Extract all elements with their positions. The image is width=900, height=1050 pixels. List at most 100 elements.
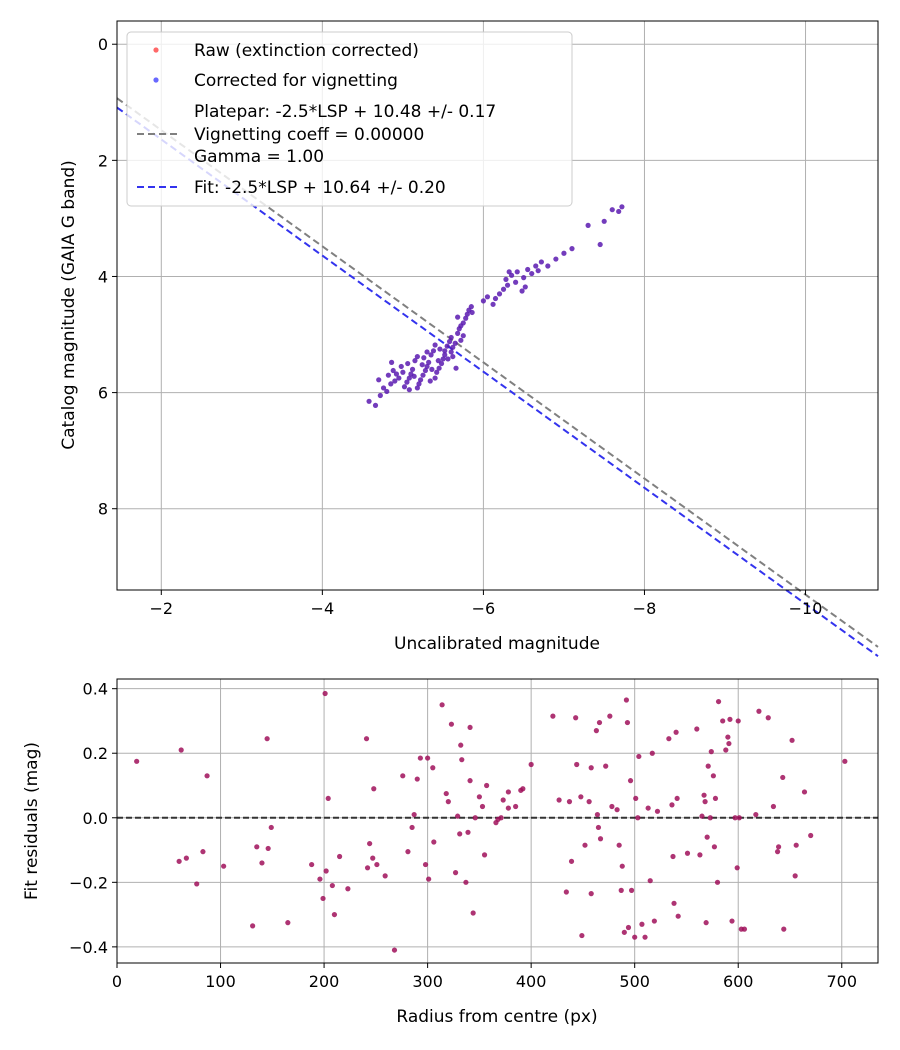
- data-point: [701, 792, 707, 798]
- data-point: [697, 852, 703, 858]
- bottom-x-axis: 0 100 200 300 400 500 600 700: [112, 963, 857, 991]
- data-point: [573, 715, 579, 721]
- data-point: [194, 881, 200, 887]
- data-point: [250, 923, 256, 929]
- x-tick-label: 200: [309, 972, 340, 991]
- legend-label-corrected: Corrected for vignetting: [194, 71, 398, 91]
- data-point: [417, 377, 424, 383]
- data-point: [405, 849, 411, 855]
- top-chart: −2 −4 −6 −8 −10 0 2 4 6 8 Uncalibrated magnitude…: [59, 20, 879, 658]
- data-point: [556, 797, 562, 803]
- data-point: [735, 718, 741, 724]
- bottom-y-axis: 0.4 0.2 0.0 −0.2 −0.4: [69, 680, 117, 957]
- data-point: [398, 363, 404, 370]
- data-point: [694, 726, 700, 732]
- data-point: [419, 362, 425, 368]
- data-point: [479, 803, 486, 810]
- data-point: [424, 349, 430, 355]
- data-point: [435, 358, 441, 364]
- data-point: [595, 824, 602, 831]
- data-point: [396, 375, 402, 381]
- data-point: [427, 378, 433, 384]
- data-point: [593, 728, 599, 734]
- data-point: [337, 853, 343, 860]
- bottom-y-axis-label: Fit residuals (mag): [22, 742, 42, 900]
- data-point: [393, 371, 400, 377]
- data-point: [364, 865, 371, 871]
- data-point: [774, 849, 781, 855]
- data-point: [522, 284, 528, 290]
- y-tick-label: −0.2: [69, 873, 108, 892]
- data-point: [448, 721, 455, 727]
- top-x-axis: −2 −4 −6 −8 −10: [149, 590, 822, 618]
- data-point: [459, 757, 465, 763]
- legend: Raw (extinction corrected) Corrected for…: [126, 31, 573, 207]
- data-point: [741, 926, 748, 932]
- data-point: [285, 920, 291, 926]
- data-point: [619, 863, 625, 869]
- data-point: [183, 855, 189, 861]
- data-point: [616, 842, 622, 848]
- data-point: [366, 398, 372, 404]
- x-tick-label: 700: [826, 972, 857, 991]
- data-point: [420, 372, 426, 378]
- data-point: [801, 789, 808, 795]
- data-point: [425, 755, 431, 761]
- data-point: [424, 363, 430, 370]
- data-point: [468, 304, 474, 310]
- data-point: [734, 865, 740, 871]
- data-point: [374, 861, 380, 868]
- data-point: [574, 761, 580, 768]
- x-tick-label: 0: [112, 972, 122, 991]
- data-point: [732, 815, 738, 821]
- data-point: [453, 365, 459, 371]
- data-point: [568, 858, 575, 864]
- data-point: [736, 815, 742, 821]
- data-point: [725, 734, 731, 740]
- data-point: [513, 803, 519, 810]
- data-point: [727, 716, 733, 722]
- data-point: [331, 911, 338, 918]
- data-point: [467, 778, 473, 784]
- legend-marker-raw: [153, 47, 159, 53]
- data-point: [434, 369, 440, 375]
- top-scatter-points: [366, 204, 625, 408]
- data-point: [455, 314, 461, 320]
- data-point: [432, 342, 438, 348]
- data-point: [623, 697, 630, 703]
- data-point: [500, 797, 506, 803]
- data-point: [476, 794, 482, 800]
- data-point: [391, 947, 398, 953]
- data-point: [446, 338, 453, 345]
- data-point: [367, 840, 373, 847]
- data-point: [452, 340, 458, 346]
- data-point: [442, 348, 448, 354]
- data-point: [505, 789, 511, 795]
- y-tick-label: 0.2: [83, 744, 108, 763]
- data-point: [445, 799, 451, 805]
- data-point: [460, 333, 466, 339]
- data-point: [320, 895, 326, 902]
- data-point: [586, 799, 592, 805]
- data-point: [521, 275, 527, 281]
- data-point: [669, 802, 675, 808]
- data-point: [384, 388, 390, 395]
- data-point: [753, 811, 759, 818]
- data-point: [389, 359, 395, 365]
- data-point: [363, 736, 370, 742]
- data-point: [603, 763, 609, 769]
- data-point: [390, 367, 396, 374]
- data-point: [176, 858, 182, 864]
- data-point: [421, 355, 427, 361]
- data-point: [436, 365, 442, 371]
- data-point: [566, 799, 573, 805]
- data-point: [651, 918, 657, 924]
- x-tick-label: −6: [472, 599, 496, 618]
- data-point: [645, 805, 651, 811]
- data-point: [616, 208, 622, 215]
- data-point: [325, 795, 331, 802]
- data-point: [708, 749, 714, 755]
- data-point: [440, 356, 446, 362]
- data-point: [729, 918, 735, 924]
- data-point: [674, 795, 680, 802]
